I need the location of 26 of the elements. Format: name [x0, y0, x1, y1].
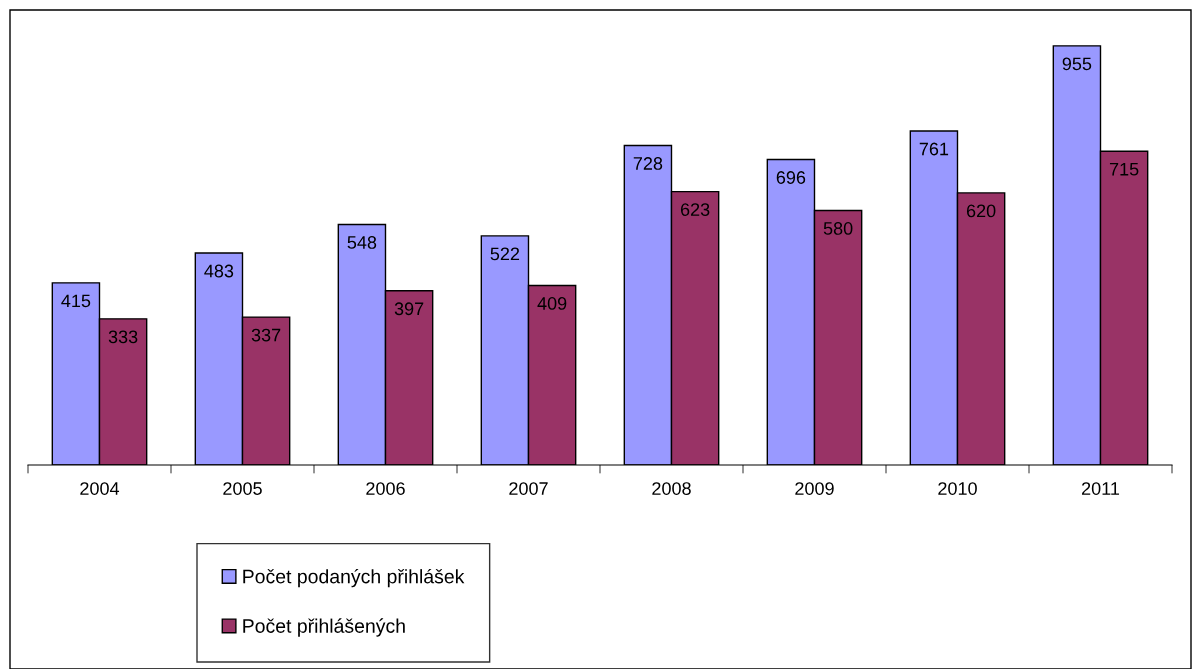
data-label: 333	[108, 330, 138, 344]
data-label: 761	[919, 142, 949, 156]
x-tick-label: 2010	[938, 482, 977, 495]
data-label: 623	[680, 203, 710, 216]
data-label: 728	[633, 157, 663, 170]
data-label: 483	[204, 264, 234, 278]
x-tick-label: 2005	[223, 482, 262, 495]
x-tick-label: 2009	[795, 482, 834, 495]
data-label: 415	[61, 294, 91, 308]
data-label: 620	[966, 204, 996, 218]
x-tick-label: 2008	[652, 482, 691, 495]
x-tick-label: 2007	[509, 482, 548, 495]
data-label: 580	[823, 222, 853, 235]
data-label: 955	[1062, 57, 1092, 71]
data-label: 522	[490, 247, 520, 261]
x-tick-label: 2011	[1081, 482, 1120, 495]
x-tick-label: 2006	[366, 482, 405, 495]
data-label: 548	[347, 236, 377, 249]
legend-label: Počet přihlášených	[243, 618, 405, 637]
legend-label: Počet podaných přihlášek	[243, 568, 465, 588]
data-label: 696	[776, 171, 806, 184]
data-label: 337	[251, 328, 281, 342]
data-label: 715	[1109, 162, 1139, 176]
data-label: 397	[394, 302, 424, 316]
data-label: 409	[537, 297, 567, 310]
x-tick-label: 2004	[80, 482, 120, 495]
